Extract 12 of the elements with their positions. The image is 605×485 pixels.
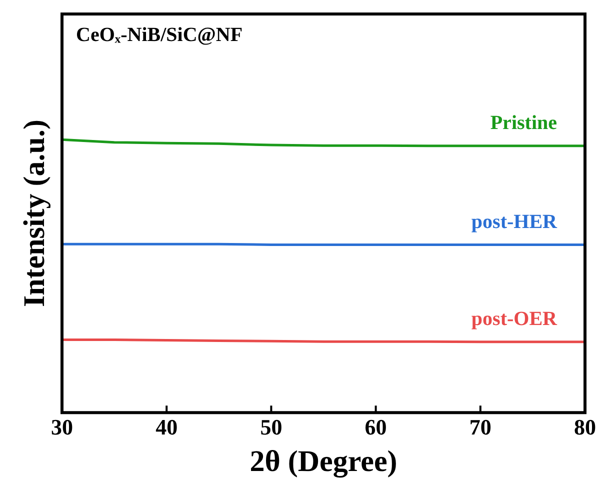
- x-tick-label: 30: [51, 414, 73, 440]
- y-axis-title: Intensity (a.u.): [18, 120, 51, 308]
- series-label: Pristine: [490, 112, 558, 134]
- x-axis-title: 2θ (Degree): [250, 444, 398, 478]
- x-tick-label: 60: [364, 414, 387, 440]
- x-tick-label: 50: [260, 414, 282, 440]
- x-tick-label: 40: [156, 414, 178, 440]
- x-tick-label: 70: [469, 414, 492, 440]
- series-label: post-HER: [471, 210, 558, 233]
- series-label: post-OER: [471, 308, 558, 330]
- x-tick-label: 80: [574, 414, 596, 440]
- text: CeOₓ-NiB/SiC@NF: [76, 24, 243, 46]
